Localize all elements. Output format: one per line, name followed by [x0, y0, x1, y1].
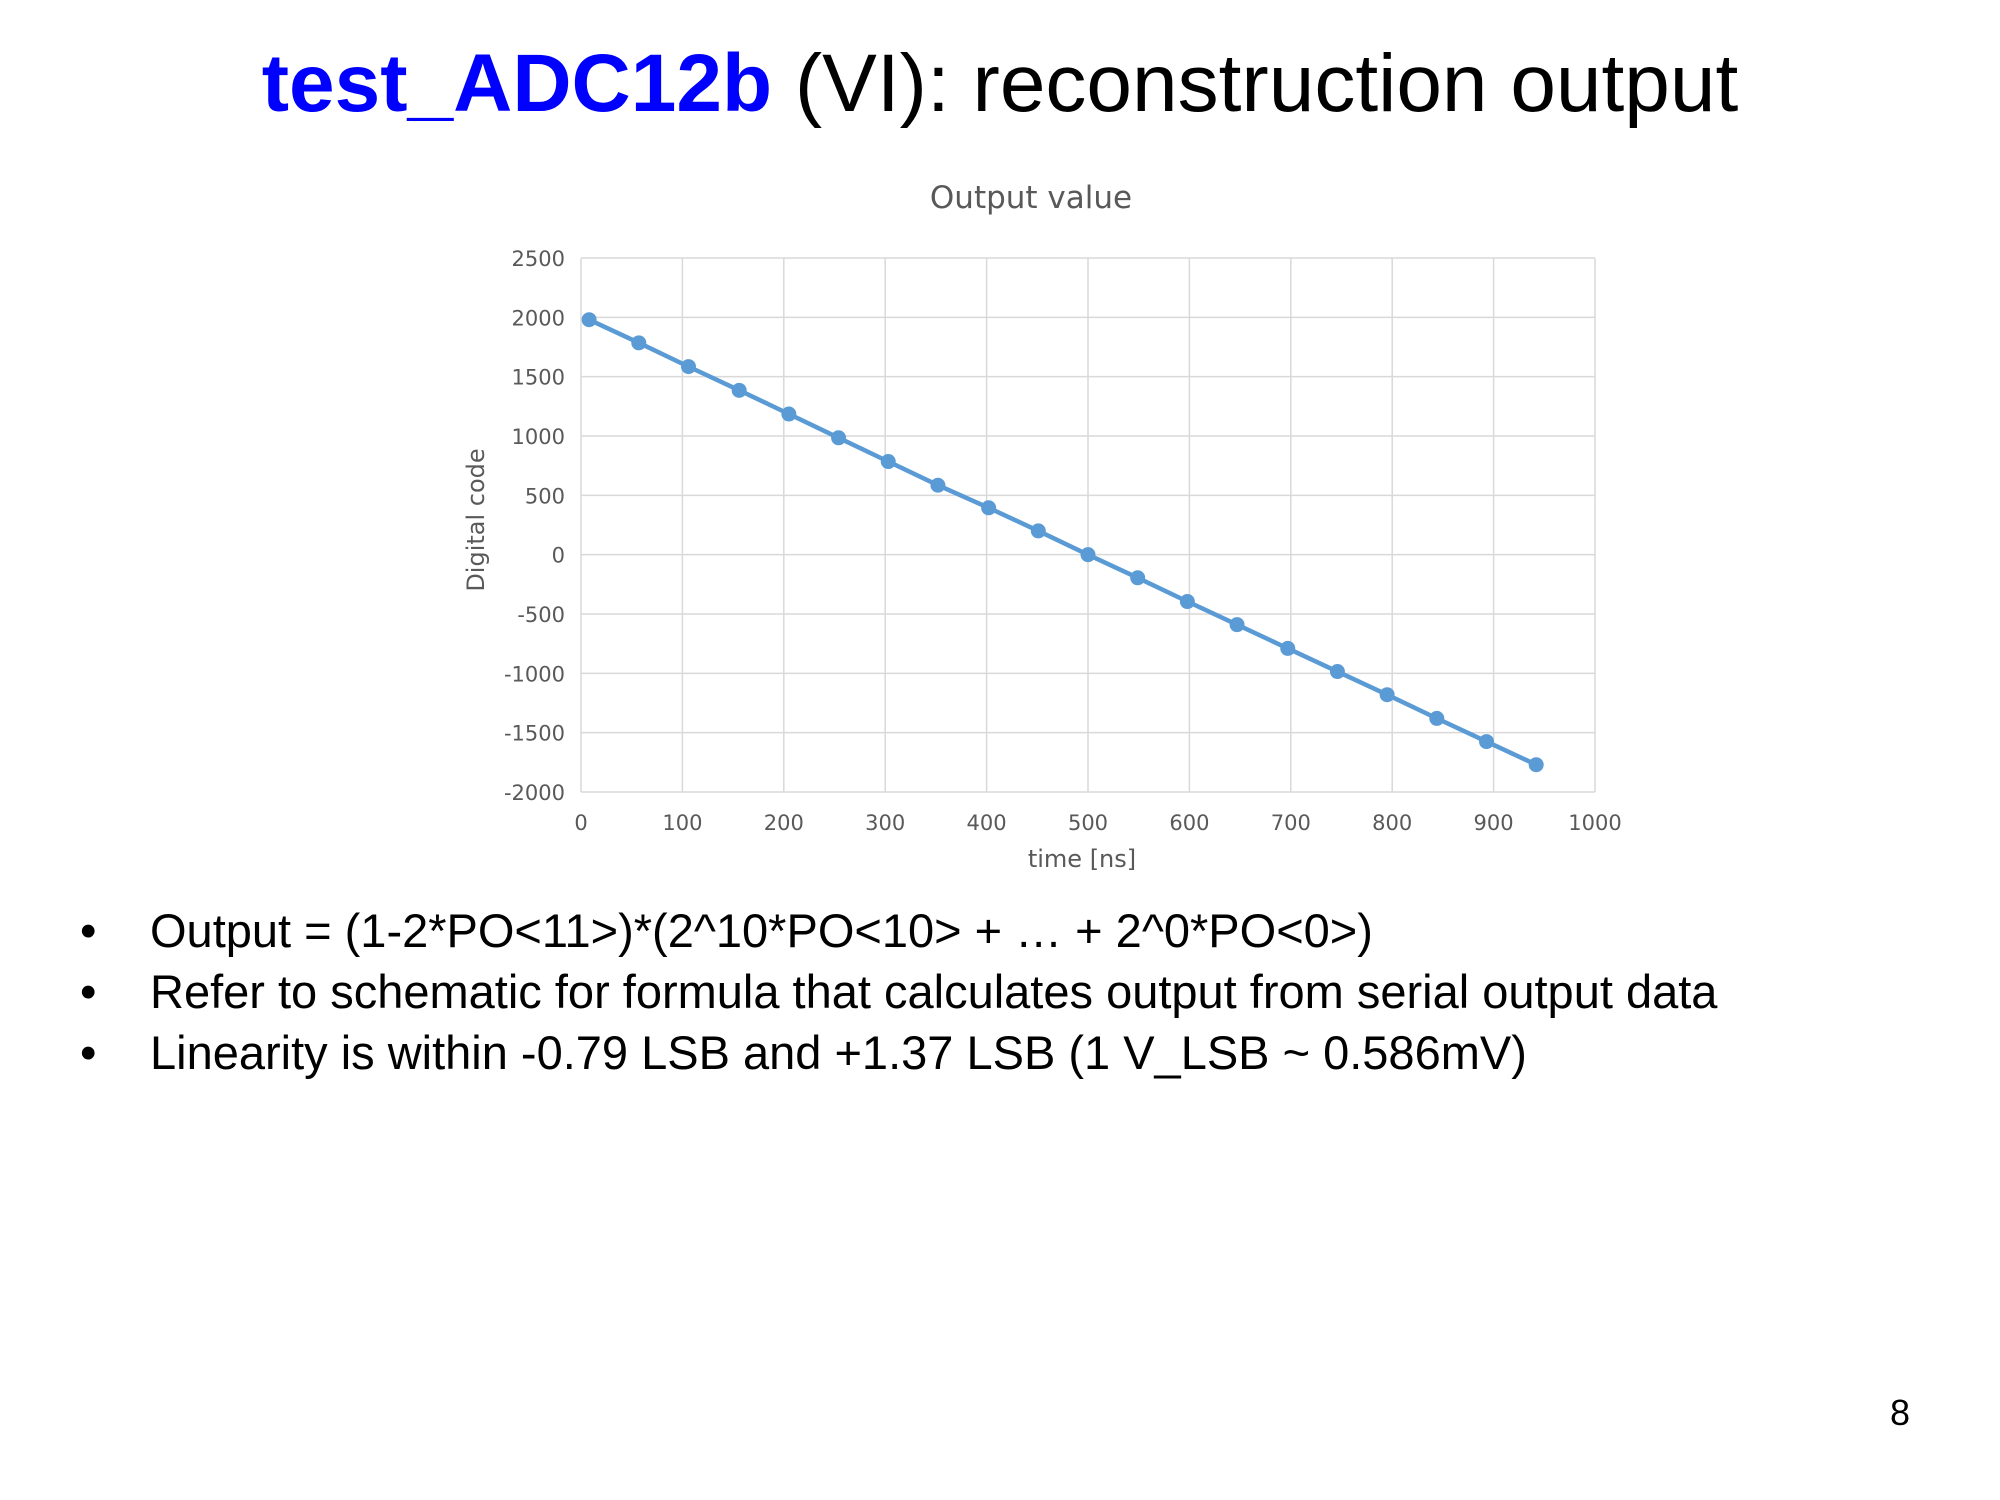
x-tick-label: 1000 [1568, 811, 1621, 835]
data-point [981, 500, 997, 516]
bullet-text: Output = (1-2*PO<11>)*(2^10*PO<10> + … +… [150, 904, 1373, 957]
x-tick-label: 600 [1169, 811, 1209, 835]
data-point [831, 430, 847, 446]
data-point [1130, 570, 1146, 586]
x-tick-label: 400 [967, 811, 1007, 835]
data-point [1280, 640, 1296, 656]
data-point [1329, 664, 1345, 680]
slide-title-rest: (VI): reconstruction output [772, 38, 1739, 129]
data-point [1179, 594, 1195, 610]
y-tick-label: 1000 [512, 425, 565, 449]
chart-title: Output value [930, 180, 1132, 216]
data-point [880, 454, 896, 470]
data-point [781, 406, 797, 422]
data-point [1429, 710, 1445, 726]
x-tick-label: 300 [865, 811, 905, 835]
x-tick-label: 0 [574, 811, 587, 835]
bullet-list: • Output = (1-2*PO<11>)*(2^10*PO<10> + …… [80, 900, 1960, 1083]
x-tick-label: 800 [1372, 811, 1412, 835]
y-tick-label: 0 [552, 544, 565, 568]
bullet-text: Refer to schematic for formula that calc… [150, 965, 1718, 1018]
chart-y-axis-label: Digital code [462, 448, 490, 591]
slide-title: test_ADC12b (VI): reconstruction output [0, 34, 2000, 134]
data-point [1379, 687, 1395, 703]
data-point [1479, 734, 1495, 750]
x-tick-label: 100 [662, 811, 702, 835]
data-point [1080, 547, 1096, 563]
x-tick-label: 700 [1271, 811, 1311, 835]
series-line [588, 317, 1538, 767]
chart-grid [580, 257, 1596, 793]
x-tick-label: 200 [764, 811, 804, 835]
bullet-item: • Output = (1-2*PO<11>)*(2^10*PO<10> + …… [80, 900, 1960, 961]
slide-title-accent: test_ADC12b [261, 38, 773, 129]
y-tick-label: -1500 [504, 722, 565, 746]
y-tick-label: 500 [525, 484, 565, 508]
y-tick-label: -500 [517, 603, 565, 627]
bullet-item: • Refer to schematic for formula that ca… [80, 961, 1960, 1022]
y-tick-label: -1000 [504, 662, 565, 686]
bullet-text: Linearity is within -0.79 LSB and +1.37 … [150, 1026, 1527, 1079]
x-tick-label: 500 [1068, 811, 1108, 835]
data-point [731, 382, 747, 398]
output-value-chart: 0 100 200 300 400 500 600 700 800 900 1000 -2000 -15… [462, 180, 1622, 873]
y-tick-label: 2500 [512, 247, 565, 271]
data-point [680, 359, 696, 375]
y-tick-label: -2000 [504, 781, 565, 805]
data-point [581, 312, 597, 328]
page-number: 8 [1889, 1392, 1910, 1433]
data-point [1229, 617, 1245, 633]
data-point [1030, 523, 1046, 539]
data-point [930, 477, 946, 493]
bullet-marker: • [80, 1026, 97, 1079]
bullet-marker: • [80, 904, 97, 957]
y-tick-label: 1500 [512, 366, 565, 390]
y-tick-label: 2000 [512, 306, 565, 330]
x-tick-label: 900 [1474, 811, 1514, 835]
bullet-item: • Linearity is within -0.79 LSB and +1.3… [80, 1022, 1960, 1083]
data-point [1528, 757, 1544, 773]
chart-series [581, 312, 1544, 773]
chart-axes: 0 100 200 300 400 500 600 700 800 900 1000 -2000 -15… [504, 247, 1622, 835]
data-point [631, 335, 647, 351]
bullet-marker: • [80, 965, 97, 1018]
chart-x-axis-label: time [ns] [1028, 845, 1136, 873]
